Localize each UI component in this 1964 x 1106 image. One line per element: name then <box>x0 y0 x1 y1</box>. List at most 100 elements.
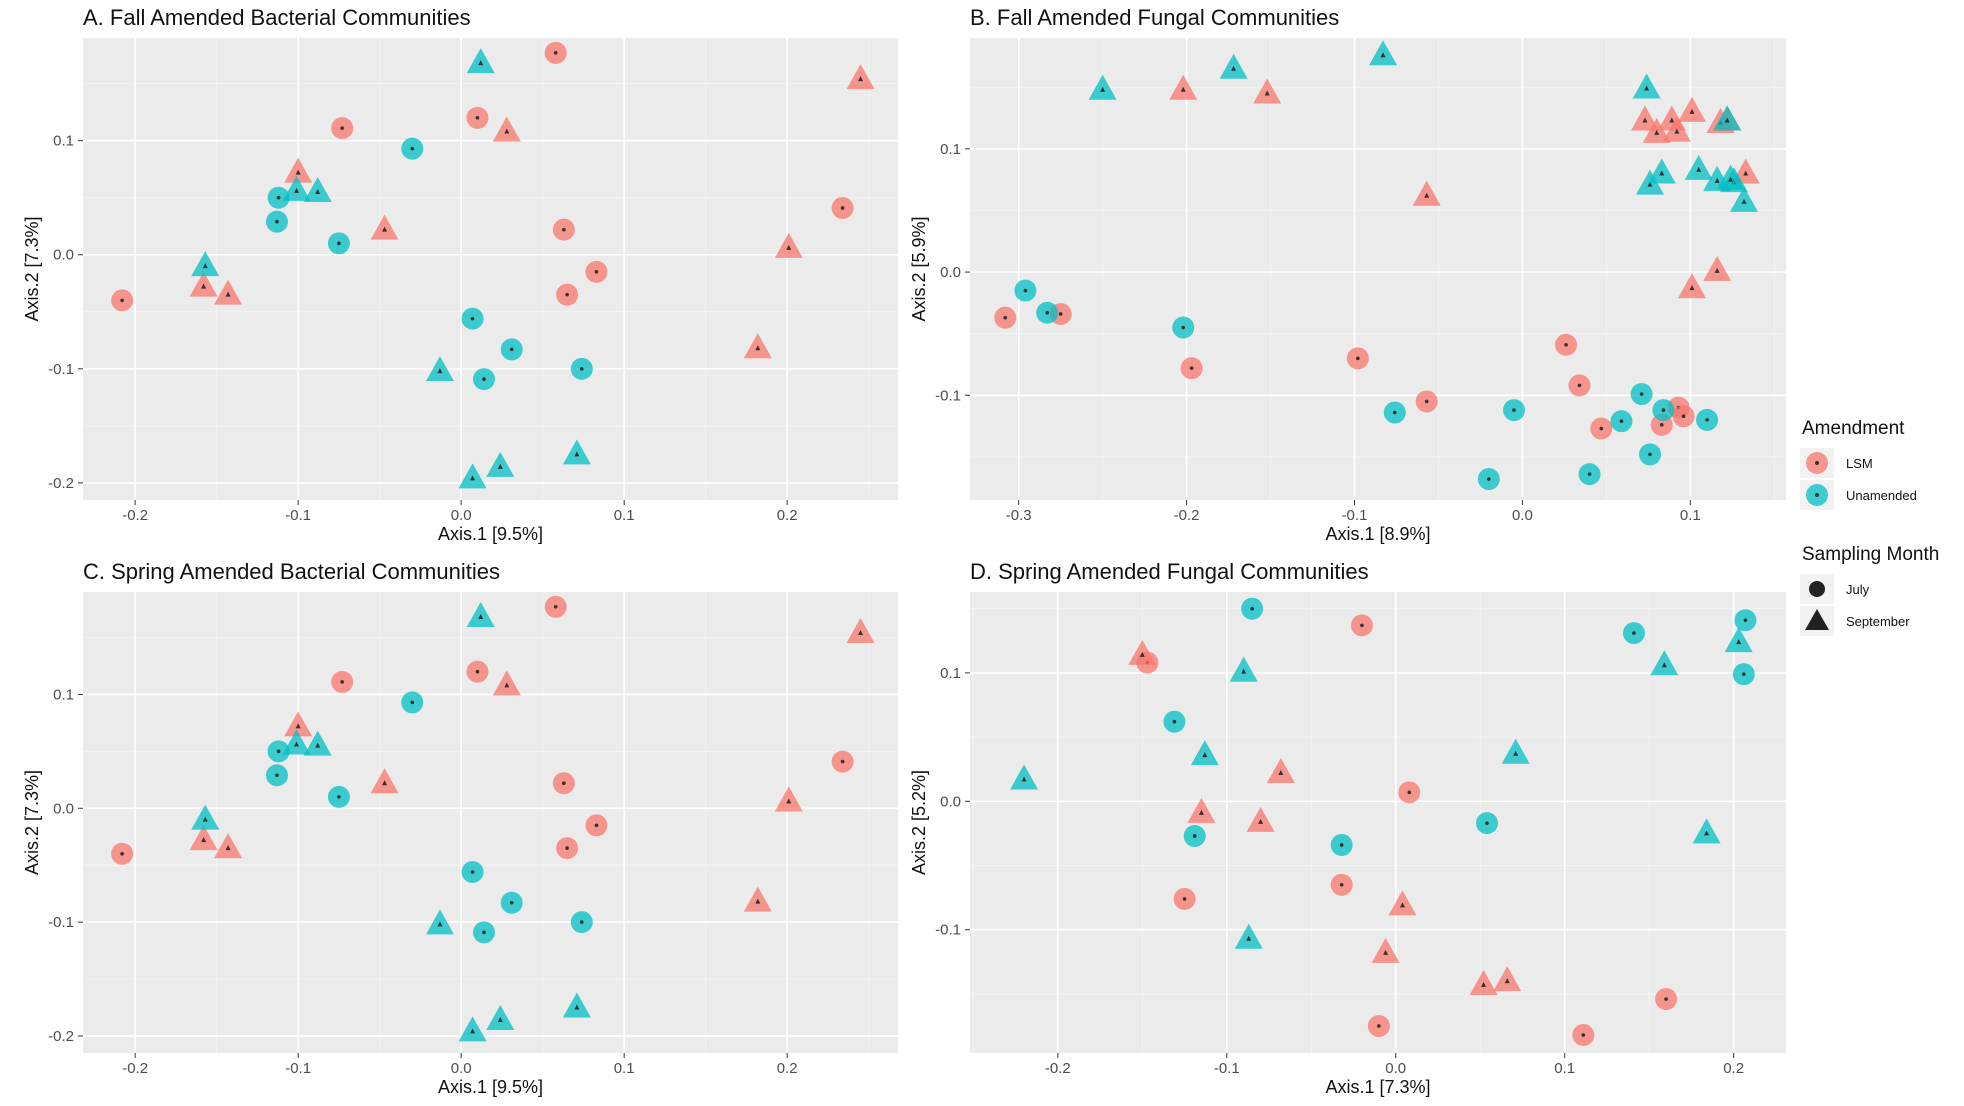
tick-label-x: -0.1 <box>285 1060 311 1077</box>
legend: Amendment LSM Unamended Sampling Month J… <box>1800 418 1939 636</box>
point-center-dot <box>1674 128 1680 134</box>
point-center-dot <box>1424 399 1429 404</box>
point-center-dot <box>1654 129 1660 135</box>
y-axis-label: Axis.2 [7.3%] <box>22 216 42 321</box>
point-center-dot <box>470 1028 476 1034</box>
point-center-dot <box>1189 366 1194 370</box>
point-center-dot <box>1664 997 1668 1001</box>
point-center-dot <box>1172 719 1177 724</box>
point-center-dot <box>1246 935 1252 941</box>
point-center-dot <box>1741 672 1746 676</box>
point-center-dot <box>1619 419 1624 423</box>
point-center-dot <box>201 837 207 843</box>
tick-label-x: -0.2 <box>122 1060 148 1077</box>
tick-label-y: 0.1 <box>940 141 961 158</box>
point-center-dot <box>786 244 792 250</box>
point-center-dot <box>1202 752 1208 758</box>
point-center-dot <box>382 780 388 786</box>
tick-label-x: 0.2 <box>1723 1060 1744 1077</box>
point-center-dot <box>579 920 584 924</box>
panel-background <box>83 592 898 1053</box>
panel-a: -0.2 -0.1 0.0 0.1 0.2 -0.2 -0.1 0.0 0.1 A. Fall A… <box>22 5 898 544</box>
point-center-dot <box>840 206 845 210</box>
panel-title: B. Fall Amended Fungal Communities <box>970 5 1339 30</box>
panel-b: -0.3 -0.2 -0.1 0.0 0.1 -0.1 0.0 0.1 B. Fall Amen… <box>909 5 1786 544</box>
point-center-dot <box>1587 472 1592 476</box>
point-center-dot <box>1003 315 1008 320</box>
point-center-dot <box>340 126 344 130</box>
tick-label-y: 0.1 <box>940 665 961 682</box>
tick-label-y: -0.1 <box>935 387 961 404</box>
point-center-dot <box>1023 288 1028 293</box>
panel-background <box>83 38 898 500</box>
point-center-dot <box>1182 897 1187 901</box>
point-center-dot <box>1741 198 1747 204</box>
tick-label-x: -0.1 <box>285 507 311 524</box>
tick-label-x: 0.1 <box>614 1060 635 1077</box>
point-center-dot <box>275 219 279 224</box>
point-center-dot <box>1689 108 1695 114</box>
point-center-dot <box>470 316 475 321</box>
point-center-dot <box>1481 981 1487 987</box>
tick-label-x: 0.2 <box>777 507 798 524</box>
point-center-dot <box>1648 452 1652 457</box>
point-center-dot <box>1512 408 1516 412</box>
x-axis-label: Axis.1 [8.9%] <box>1325 524 1430 544</box>
point-center-dot <box>1639 392 1644 396</box>
point-center-dot <box>1485 821 1489 825</box>
point-center-dot <box>382 226 388 232</box>
point-center-dot <box>337 795 341 799</box>
point-center-dot <box>755 898 761 904</box>
point-center-dot <box>1736 639 1742 645</box>
point-center-dot <box>315 742 321 748</box>
point-center-dot <box>120 298 124 303</box>
point-center-dot <box>858 629 864 635</box>
tick-label-y: -0.2 <box>48 475 74 492</box>
point-center-dot <box>225 291 231 297</box>
point-center-dot <box>1728 176 1734 182</box>
point-center-dot <box>553 604 558 609</box>
point-center-dot <box>1661 662 1667 668</box>
tick-label-x: -0.3 <box>1006 507 1032 524</box>
point-center-dot <box>295 723 301 729</box>
point-center-dot <box>509 900 514 905</box>
point-center-dot <box>1577 383 1582 388</box>
point-center-dot <box>337 241 341 246</box>
point-center-dot <box>565 846 569 850</box>
tick-label-x: 0.0 <box>451 1060 472 1077</box>
point-center-dot <box>1513 750 1519 756</box>
point-center-dot <box>1661 408 1666 412</box>
point-center-dot <box>1383 949 1389 955</box>
point-center-dot <box>504 682 510 688</box>
point-center-dot <box>1705 418 1709 422</box>
point-center-dot <box>1424 192 1430 198</box>
point-center-dot <box>437 921 443 927</box>
point-center-dot <box>786 798 792 804</box>
point-center-dot <box>1714 177 1720 183</box>
y-axis-label: Axis.2 [7.3%] <box>22 770 42 875</box>
point-center-dot <box>1487 477 1491 481</box>
point-center-dot <box>201 283 207 289</box>
point-center-dot <box>294 741 300 747</box>
point-center-dot <box>1278 770 1284 776</box>
legend-unamended-swatch-dot <box>1815 493 1819 497</box>
point-center-dot <box>1392 410 1397 415</box>
tick-label-y: 0.1 <box>53 686 74 703</box>
point-center-dot <box>295 169 301 175</box>
point-center-dot <box>1139 651 1145 657</box>
point-center-dot <box>1743 618 1748 623</box>
point-center-dot <box>1360 623 1364 628</box>
point-center-dot <box>1714 267 1720 273</box>
legend-september-label: September <box>1846 614 1910 629</box>
point-center-dot <box>1644 85 1650 91</box>
point-center-dot <box>482 930 486 935</box>
x-axis-label: Axis.1 [9.5%] <box>438 524 543 544</box>
tick-label-y: 0.0 <box>940 264 961 281</box>
point-center-dot <box>755 345 761 351</box>
point-center-dot <box>1192 834 1197 838</box>
point-center-dot <box>225 845 231 851</box>
point-center-dot <box>1045 310 1050 315</box>
point-center-dot <box>1407 790 1412 795</box>
point-center-dot <box>315 189 321 194</box>
